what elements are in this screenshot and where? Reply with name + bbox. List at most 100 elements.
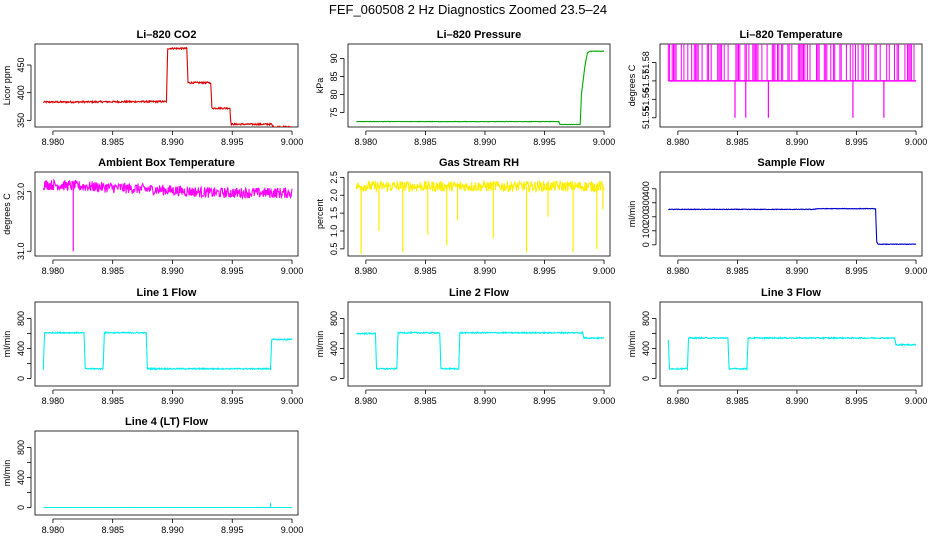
panel-gas-stream-rh: Gas Stream RH percent 8.980 8.985 8.990 8.995… xyxy=(315,157,615,276)
rh-y-tick-label: 2.0 xyxy=(329,189,339,202)
rh-y-tick-label: 0.5 xyxy=(329,243,339,256)
pressure-x-tick-label: 9.000 xyxy=(593,137,616,147)
temperature-x-tick-label: 8.980 xyxy=(667,137,690,147)
figure-title: FEF_060508 2 Hz Diagnostics Zoomed 23.5–… xyxy=(328,2,608,17)
line1-y-axis-label: ml/min xyxy=(2,331,12,358)
line1-x-tick-label: 8.995 xyxy=(221,396,244,406)
temperature-series-bars xyxy=(667,44,915,81)
pressure-x-tick-label: 8.980 xyxy=(355,137,378,147)
ambient-y-axis-label: degrees C xyxy=(2,193,12,235)
pressure-x-tick-label: 8.985 xyxy=(414,137,437,147)
line3-x-tick-label: 9.000 xyxy=(905,396,928,406)
line3-x-tick-label: 8.980 xyxy=(667,396,690,406)
line2-x-tick-label: 8.980 xyxy=(355,396,378,406)
line4-x-tick-label: 8.995 xyxy=(221,525,244,535)
line2-x-tick-label: 8.995 xyxy=(533,396,556,406)
co2-title: Li–820 CO2 xyxy=(137,29,197,41)
line3-x-tick-label: 8.985 xyxy=(726,396,749,406)
panel-li820-temperature: Li–820 Temperature degrees C 8.980 8.985 8.9… xyxy=(627,29,927,147)
line3-y-tick-label: 400 xyxy=(641,341,651,356)
line1-y-tick-label: 800 xyxy=(16,311,26,326)
co2-y-tick-label: 450 xyxy=(16,58,26,73)
pressure-y-tick-label: 80 xyxy=(329,90,339,100)
line2-y-tick-label: 800 xyxy=(329,311,339,326)
ambient-x-tick-label: 8.995 xyxy=(221,266,244,276)
panel-sample-flow: Sample Flow ml/min 8.980 8.985 8.990 8.995 9.0… xyxy=(627,157,927,276)
pressure-y-tick-label: 75 xyxy=(329,108,339,118)
line1-y-tick-label: 400 xyxy=(16,341,26,356)
temperature-x-tick-label: 8.985 xyxy=(726,137,749,147)
line1-y-tick-label: 0 xyxy=(16,376,26,381)
temperature-y-tick-label: 51.57 xyxy=(641,70,651,93)
line2-y-tick-label: 400 xyxy=(329,341,339,356)
co2-x-tick-label: 9.000 xyxy=(281,137,304,147)
line1-x-tick-label: 8.990 xyxy=(161,396,184,406)
temperature-title: Li–820 Temperature xyxy=(739,29,842,41)
line2-series-line xyxy=(356,330,604,371)
rh-x-tick-label: 8.980 xyxy=(355,266,378,276)
ambient-plot-frame xyxy=(34,171,299,257)
sample-x-tick-label: 9.000 xyxy=(905,266,928,276)
panel-line-1-flow: Line 1 Flow ml/min 8.980 8.985 8.990 8.995 9.0… xyxy=(2,287,303,406)
line1-title: Line 1 Flow xyxy=(137,287,197,299)
pressure-plot-frame xyxy=(347,43,611,128)
line4-plot-frame xyxy=(34,430,299,516)
sample-y-tick-label: 100 xyxy=(641,223,651,238)
ambient-y-tick-label: 32.0 xyxy=(16,183,26,201)
sample-y-tick-label: 400 xyxy=(641,181,651,196)
rh-x-tick-label: 8.985 xyxy=(414,266,437,276)
temperature-y-tick-label: 51.58 xyxy=(641,51,651,74)
sample-y-tick-label: 300 xyxy=(641,195,651,210)
rh-x-tick-label: 9.000 xyxy=(593,266,616,276)
pressure-x-tick-label: 8.990 xyxy=(474,137,497,147)
line3-x-tick-label: 8.990 xyxy=(786,396,809,406)
line2-y-axis-label: ml/min xyxy=(315,331,325,358)
sample-x-tick-label: 8.990 xyxy=(786,266,809,276)
line1-series-line xyxy=(42,330,293,371)
panel-line-4-lt-flow: Line 4 (LT) Flow ml/min 8.980 8.985 8.990 8.9… xyxy=(2,416,303,535)
line3-title: Line 3 Flow xyxy=(761,287,821,299)
panel-li820-co2: Li–820 CO2 Licor ppm 8.980 8.985 8.990 8.995 9… xyxy=(2,29,303,147)
ambient-x-tick-label: 8.985 xyxy=(101,266,124,276)
sample-y-tick-label: 0 xyxy=(641,242,651,247)
sample-y-axis-label: ml/min xyxy=(627,201,637,228)
sample-x-tick-label: 8.995 xyxy=(845,266,868,276)
rh-y-tick-label: 1.0 xyxy=(329,225,339,238)
line4-y-tick-label: 800 xyxy=(16,440,26,455)
co2-x-tick-label: 8.980 xyxy=(42,137,65,147)
ambient-title: Ambient Box Temperature xyxy=(98,157,235,169)
line1-plot-frame xyxy=(34,301,299,387)
line3-series-line xyxy=(667,335,917,372)
sample-title: Sample Flow xyxy=(757,157,825,169)
temperature-x-tick-label: 8.990 xyxy=(786,137,809,147)
pressure-y-axis-label: kPa xyxy=(315,78,325,94)
co2-y-tick-label: 400 xyxy=(16,85,26,100)
co2-series-line xyxy=(42,46,293,127)
line1-x-tick-label: 8.980 xyxy=(42,396,65,406)
temperature-x-tick-label: 8.995 xyxy=(845,137,868,147)
line3-x-tick-label: 8.995 xyxy=(845,396,868,406)
pressure-series-line xyxy=(356,50,605,126)
line1-x-tick-label: 9.000 xyxy=(281,396,304,406)
line2-x-tick-label: 8.990 xyxy=(474,396,497,406)
line4-y-tick-label: 0 xyxy=(16,505,26,510)
panel-li820-pressure: Li–820 Pressure kPa 8.980 8.985 8.990 8.995 9.… xyxy=(315,29,615,147)
temperature-y-tick-label: 51.56 xyxy=(641,88,651,111)
ambient-x-tick-label: 8.990 xyxy=(161,266,184,276)
rh-y-tick-label: 2.5 xyxy=(329,171,339,184)
sample-x-tick-label: 8.985 xyxy=(726,266,749,276)
temperature-y-tick-label: 51.55 xyxy=(641,107,651,130)
panel-line-3-flow: Line 3 Flow ml/min 8.980 8.985 8.990 8.995 9.0… xyxy=(627,287,927,406)
rh-y-axis-label: percent xyxy=(315,198,325,229)
line3-y-axis-label: ml/min xyxy=(627,331,637,358)
line4-x-tick-label: 8.985 xyxy=(101,525,124,535)
ambient-y-tick-label: 31.0 xyxy=(16,242,26,260)
line3-y-tick-label: 0 xyxy=(641,376,651,381)
co2-y-tick-label: 350 xyxy=(16,113,26,128)
sample-series-line xyxy=(668,207,917,246)
temperature-y-axis-label: degrees C xyxy=(627,64,637,106)
ambient-x-tick-label: 8.980 xyxy=(42,266,65,276)
line2-y-tick-label: 0 xyxy=(329,376,339,381)
rh-series-line xyxy=(355,178,605,194)
